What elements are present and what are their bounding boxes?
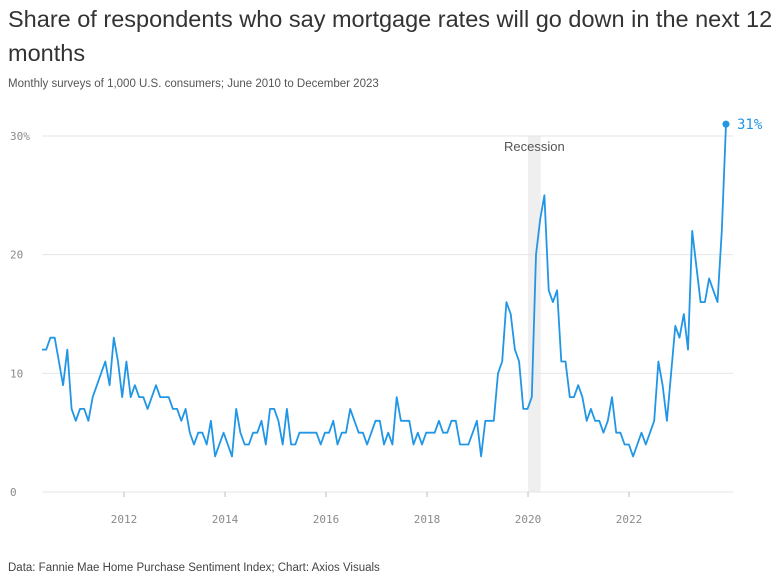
source-note: Data: Fannie Mae Home Purchase Sentiment… <box>8 562 380 574</box>
x-tick-label: 2012 <box>111 513 138 526</box>
line-chart: Recession 0 10 20 30% 2012 2014 2016 2018 2020 202… <box>10 117 763 526</box>
x-tick-label: 2016 <box>313 513 340 526</box>
y-tick-label: 10 <box>10 367 23 380</box>
y-tick-label: 20 <box>10 249 23 262</box>
end-value-label: 31% <box>737 117 763 133</box>
x-tick-label: 2018 <box>414 513 441 526</box>
chart-title: Share of respondents who say mortgage ra… <box>8 6 773 66</box>
recession-label: Recession <box>504 139 565 154</box>
y-tick-label: 30% <box>10 130 30 143</box>
end-point <box>722 120 730 128</box>
x-tick-label: 2022 <box>616 513 643 526</box>
x-tick-label: 2014 <box>212 513 239 526</box>
chart-subtitle: Monthly surveys of 1,000 U.S. consumers;… <box>8 78 379 90</box>
series-line <box>42 124 727 458</box>
x-tick-label: 2020 <box>515 513 542 526</box>
y-tick-label: 0 <box>10 486 17 499</box>
